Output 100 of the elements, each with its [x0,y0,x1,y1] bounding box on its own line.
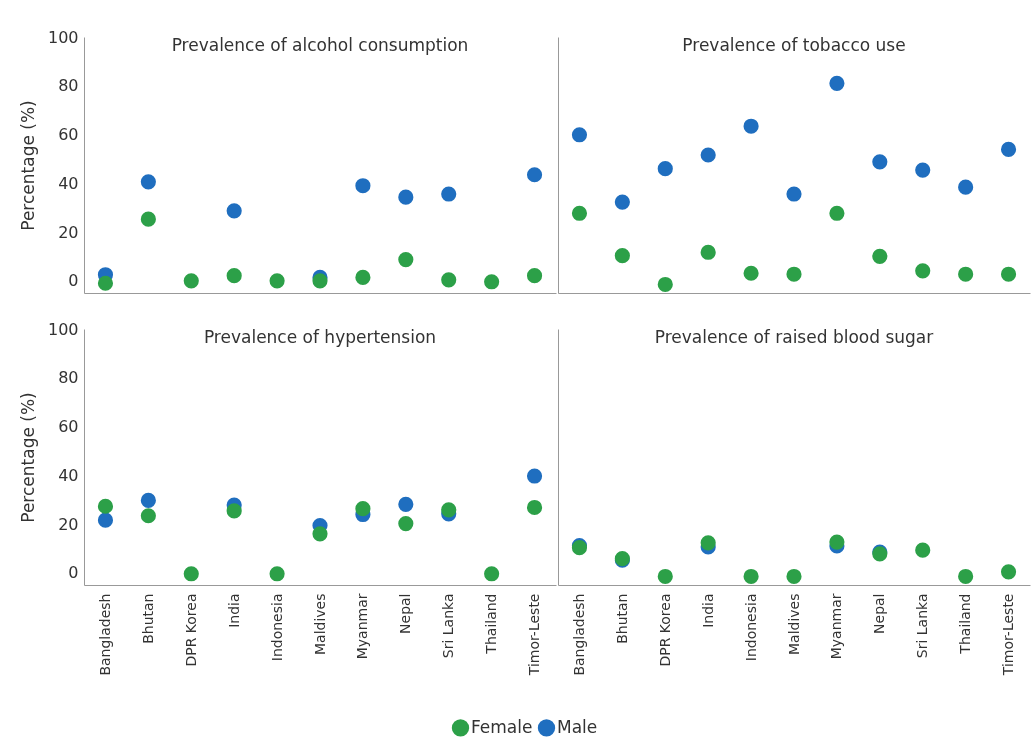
point [614,248,630,264]
point [441,502,457,518]
x-tick-label: Myanmar [828,593,845,660]
point [1000,564,1017,580]
point [312,273,328,289]
point [269,566,285,582]
chart-title: Prevalence of raised blood sugar [654,327,934,347]
x-tick-label: Sri Lanka [440,593,457,659]
point [872,248,888,264]
point [441,186,457,202]
point [657,161,673,177]
x-tick-label: Bangladesh [570,593,587,676]
x-tick-label: India [225,593,242,628]
y-tick-label: 80 [58,368,79,388]
point [484,274,500,290]
point [140,211,156,227]
point [786,266,802,282]
point [312,526,328,542]
point [526,167,543,183]
x-tick-label: Timor-Leste [1000,593,1017,677]
x-tick-label: Indonesia [268,593,285,662]
point [571,205,588,221]
x-tick-label: Nepal [871,593,888,634]
x-tick-label: Maldives [785,593,802,656]
point [526,499,543,516]
x-tick-label: DPR Korea [656,593,673,667]
x-tick-label: DPR Korea [182,593,199,667]
point [398,252,414,268]
point [484,566,500,582]
y-tick-label: 100 [47,27,79,47]
y-tick-label: 40 [58,173,79,193]
point [786,568,802,585]
point [97,275,114,291]
x-tick-label: Maldives [311,593,328,656]
point [829,205,845,221]
x-tick-label: Bangladesh [96,593,113,676]
chart-title: Prevalence of alcohol consumption [171,35,469,55]
point [657,276,673,293]
point [786,186,802,202]
point [398,189,414,205]
x-tick-label: Thailand [483,593,500,655]
point [915,263,931,279]
legend-label: Female [471,716,533,737]
point [355,178,371,194]
y-tick-label: 100 [47,319,79,339]
x-tick-label: Bhutan [139,593,156,644]
point [226,203,242,219]
point [140,492,156,508]
point [526,268,543,284]
point [915,162,931,178]
point [915,542,931,558]
x-tick-label: Myanmar [354,593,371,660]
y-tick-label: 40 [58,465,79,485]
point [958,568,974,585]
x-tick-label: Timor-Leste [526,593,543,677]
point [829,534,845,550]
y-tick-label: 80 [58,76,79,96]
point [829,75,845,91]
point [571,127,588,143]
y-tick-label: 0 [68,563,79,583]
point [872,154,888,170]
y-axis-title: Percentage (%) [17,392,38,523]
point [398,515,414,532]
point [700,244,716,260]
point [183,566,199,582]
point [1000,141,1017,157]
y-axis-title: Percentage (%) [17,100,38,231]
point [97,512,114,528]
point [743,265,759,281]
point [441,272,457,288]
point [183,273,199,289]
point [700,535,716,551]
point [355,501,371,517]
x-tick-label: India [699,593,716,628]
point [140,174,156,190]
chart-title: Prevalence of hypertension [203,327,437,347]
point [958,179,974,195]
point [269,273,285,289]
x-tick-label: Indonesia [742,593,759,662]
point [140,508,156,524]
y-tick-label: 0 [68,271,79,291]
y-tick-label: 20 [58,222,79,242]
point [657,568,673,585]
point [614,194,630,210]
x-tick-label: Nepal [397,593,414,634]
point [743,118,759,134]
chart-title: Prevalence of tobacco use [682,35,906,55]
point [958,266,974,282]
point [1000,266,1017,282]
point [97,498,114,514]
x-tick-label: Thailand [957,593,974,655]
point [355,269,371,285]
point [743,568,759,585]
point [700,147,716,163]
x-tick-label: Bhutan [613,593,630,644]
point [226,268,242,284]
point [398,496,414,512]
y-tick-label: 20 [58,514,79,534]
y-tick-label: 60 [58,125,79,145]
x-tick-label: Sri Lanka [914,593,931,659]
